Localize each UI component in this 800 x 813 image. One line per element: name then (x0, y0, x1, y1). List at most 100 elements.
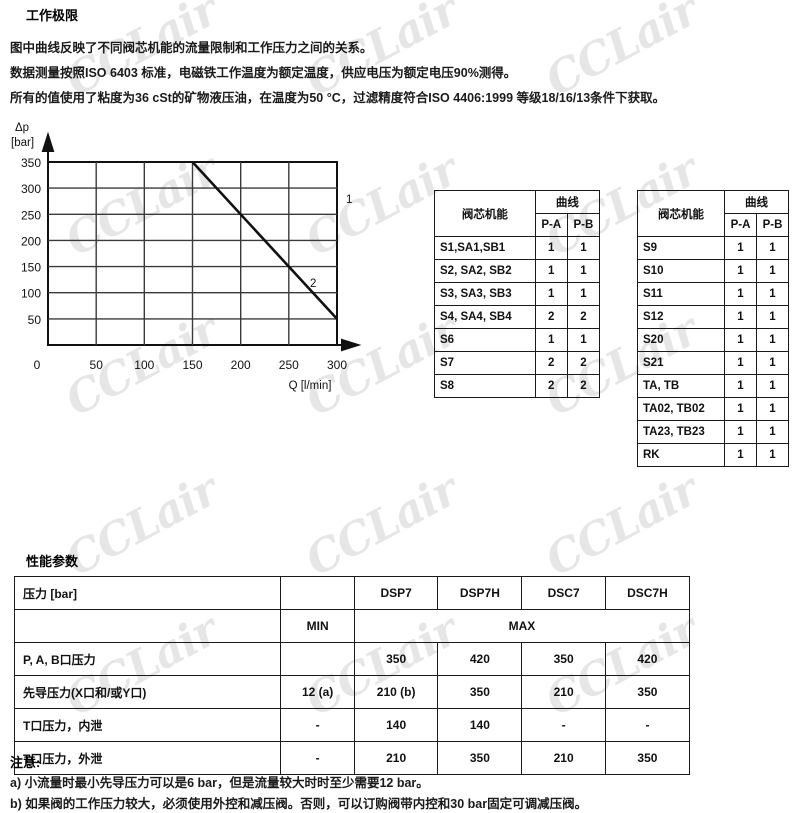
chart-annotation-2: 2 (310, 278, 316, 290)
row-label: P, A, B口压力 (13, 642, 282, 676)
table-row: 先导压力(X口和/或Y口) 12 (a) 210 (b) 350 210 350 (13, 675, 691, 709)
subheader-blank (13, 609, 282, 643)
row-value-dsc7h: 350 (604, 741, 691, 775)
header-pressure-label: 压力 [bar] (13, 576, 282, 610)
curve-pb: 2 (566, 374, 601, 398)
y-tick-label: 300 (21, 182, 41, 196)
table-subheader-row: P-A P-B (638, 213, 789, 237)
curve-pb: 1 (756, 236, 789, 260)
curve-pa: 1 (724, 374, 757, 398)
performance-parameters-table: 压力 [bar] DSP7 DSP7H DSC7 DSC7H MIN MAX P… (13, 576, 691, 775)
curve-pb: 2 (566, 305, 601, 329)
note-a: a) 小流量时最小先导压力可以是6 bar，但是流量较大时时至少需要12 bar… (10, 776, 429, 790)
curve-pa: 1 (724, 305, 757, 329)
header-function: 阀芯机能 (636, 190, 726, 237)
y-tick-label: 50 (28, 313, 42, 327)
table-row: T口压力，外泄 - 210 350 210 350 (13, 741, 691, 775)
row-value-dsp7h: 350 (437, 675, 523, 709)
x-tick-label: 100 (134, 358, 154, 372)
row-value-dsc7h: - (604, 708, 691, 742)
row-min: - (280, 741, 355, 775)
curve-pb: 1 (756, 351, 789, 375)
chart-annotation-1: 1 (346, 194, 352, 206)
x-tick-label: 300 (327, 358, 347, 372)
spool-function: S1,SA1,SB1 (434, 236, 536, 260)
table-row: S7 2 2 (434, 351, 601, 375)
curve-pa: 1 (724, 259, 757, 283)
curve-pa: 1 (724, 443, 757, 467)
x-tick-label: 50 (90, 358, 104, 372)
table-row: S2, SA2, SB2 1 1 (434, 259, 601, 283)
curve-pb: 1 (756, 397, 789, 421)
curve-pb: 1 (756, 328, 789, 352)
table-row: TA02, TB02 1 1 (636, 397, 789, 421)
spool-function-table-1: 阀芯机能 曲线 P-A P-B S1,SA1,SB1 1 1 S2, SA2, … (434, 190, 601, 398)
curve-pb: 1 (756, 443, 789, 467)
curve-pb: 1 (756, 259, 789, 283)
row-value-dsc7h: 420 (604, 642, 691, 676)
intro-line-1: 图中曲线反映了不同阀芯机能的流量限制和工作压力之间的关系。 (10, 41, 373, 55)
header-pb: P-B (566, 213, 601, 237)
note-b: b) 如果阀的工作压力较大，必须使用外控和减压阀。否则，可以订购阀带内控和30 … (10, 797, 588, 811)
curve-pa: 1 (534, 236, 568, 260)
table-row: S10 1 1 (636, 259, 789, 283)
curve-pa: 1 (534, 259, 568, 283)
x-tick-label: 150 (182, 358, 202, 372)
header-model-dsp7: DSP7 (353, 576, 439, 610)
chart-axes (41, 131, 362, 352)
y-tick-label: 250 (21, 208, 41, 222)
curve-pb: 1 (756, 420, 789, 444)
curve-pb: 1 (566, 282, 601, 306)
intro-line-3: 所有的值使用了粘度为36 cSt的矿物液压油，在温度为50 °C，过滤精度符合I… (10, 91, 666, 105)
chart-svg: 350 300 250 200 150 100 50 0 50 100 150 … (11, 122, 362, 392)
spool-function-table-2: 阀芯机能 曲线 P-A P-B S9 1 1 S10 1 1 S11 1 1 S… (636, 190, 789, 467)
curve-pa: 2 (534, 374, 568, 398)
table-row: T口压力，内泄 - 140 140 - - (13, 708, 691, 742)
table-row: S3, SA3, SB3 1 1 (434, 282, 601, 306)
watermark-text: CCLair (297, 464, 466, 587)
spool-function: S11 (636, 282, 726, 306)
table-header-row: 阀芯机能 曲线 (434, 190, 601, 237)
table-row: S9 1 1 (636, 236, 789, 260)
spool-function: TA02, TB02 (636, 397, 726, 421)
row-value-dsc7: 210 (521, 675, 606, 709)
performance-heading: 性能参数 (26, 554, 79, 569)
row-min: - (280, 708, 355, 742)
spool-function: S2, SA2, SB2 (434, 259, 536, 283)
row-value-dsc7: - (521, 708, 606, 742)
spool-function: S6 (434, 328, 536, 352)
curve-pa: 1 (724, 282, 757, 306)
table-subheader-row: P-A P-B (435, 213, 601, 237)
header-pb: P-B (756, 213, 789, 237)
y-tick-label: 150 (21, 261, 41, 275)
spool-function: S7 (434, 351, 536, 375)
row-value-dsp7: 210 (b) (353, 675, 439, 709)
curve-pb: 1 (756, 282, 789, 306)
y-axis-arrow (41, 131, 55, 152)
curve-pa: 1 (724, 351, 757, 375)
x-tick-labels: 0 50 100 150 200 250 300 (34, 358, 348, 372)
watermark-text: CCLair (57, 464, 226, 587)
row-label: 先导压力(X口和/或Y口) (13, 675, 282, 709)
y-tick-label: 350 (21, 156, 41, 170)
row-value-dsc7: 350 (521, 642, 606, 676)
curve-pb: 1 (566, 259, 601, 283)
curve-pa: 1 (724, 420, 757, 444)
curve-pa: 1 (534, 282, 568, 306)
table-row: P, A, B口压力 350 420 350 420 (13, 642, 691, 676)
subheader-max: MAX (353, 609, 691, 643)
table-row: TA23, TB23 1 1 (636, 420, 789, 444)
header-curve: 曲线 (534, 190, 601, 214)
header-pa: P-A (724, 213, 757, 237)
row-value-dsp7: 210 (353, 741, 439, 775)
notes-heading: 注意: (10, 755, 41, 770)
header-pa: P-A (534, 213, 568, 237)
row-min: 12 (a) (280, 675, 355, 709)
row-value-dsp7: 350 (353, 642, 439, 676)
spool-function: S4, SA4, SB4 (434, 305, 536, 329)
table-row: TA, TB 1 1 (636, 374, 789, 398)
spool-function: S9 (636, 236, 726, 260)
x-axis-arrow (341, 338, 362, 352)
x-tick-label: 0 (34, 358, 41, 372)
curve-pa: 1 (724, 397, 757, 421)
